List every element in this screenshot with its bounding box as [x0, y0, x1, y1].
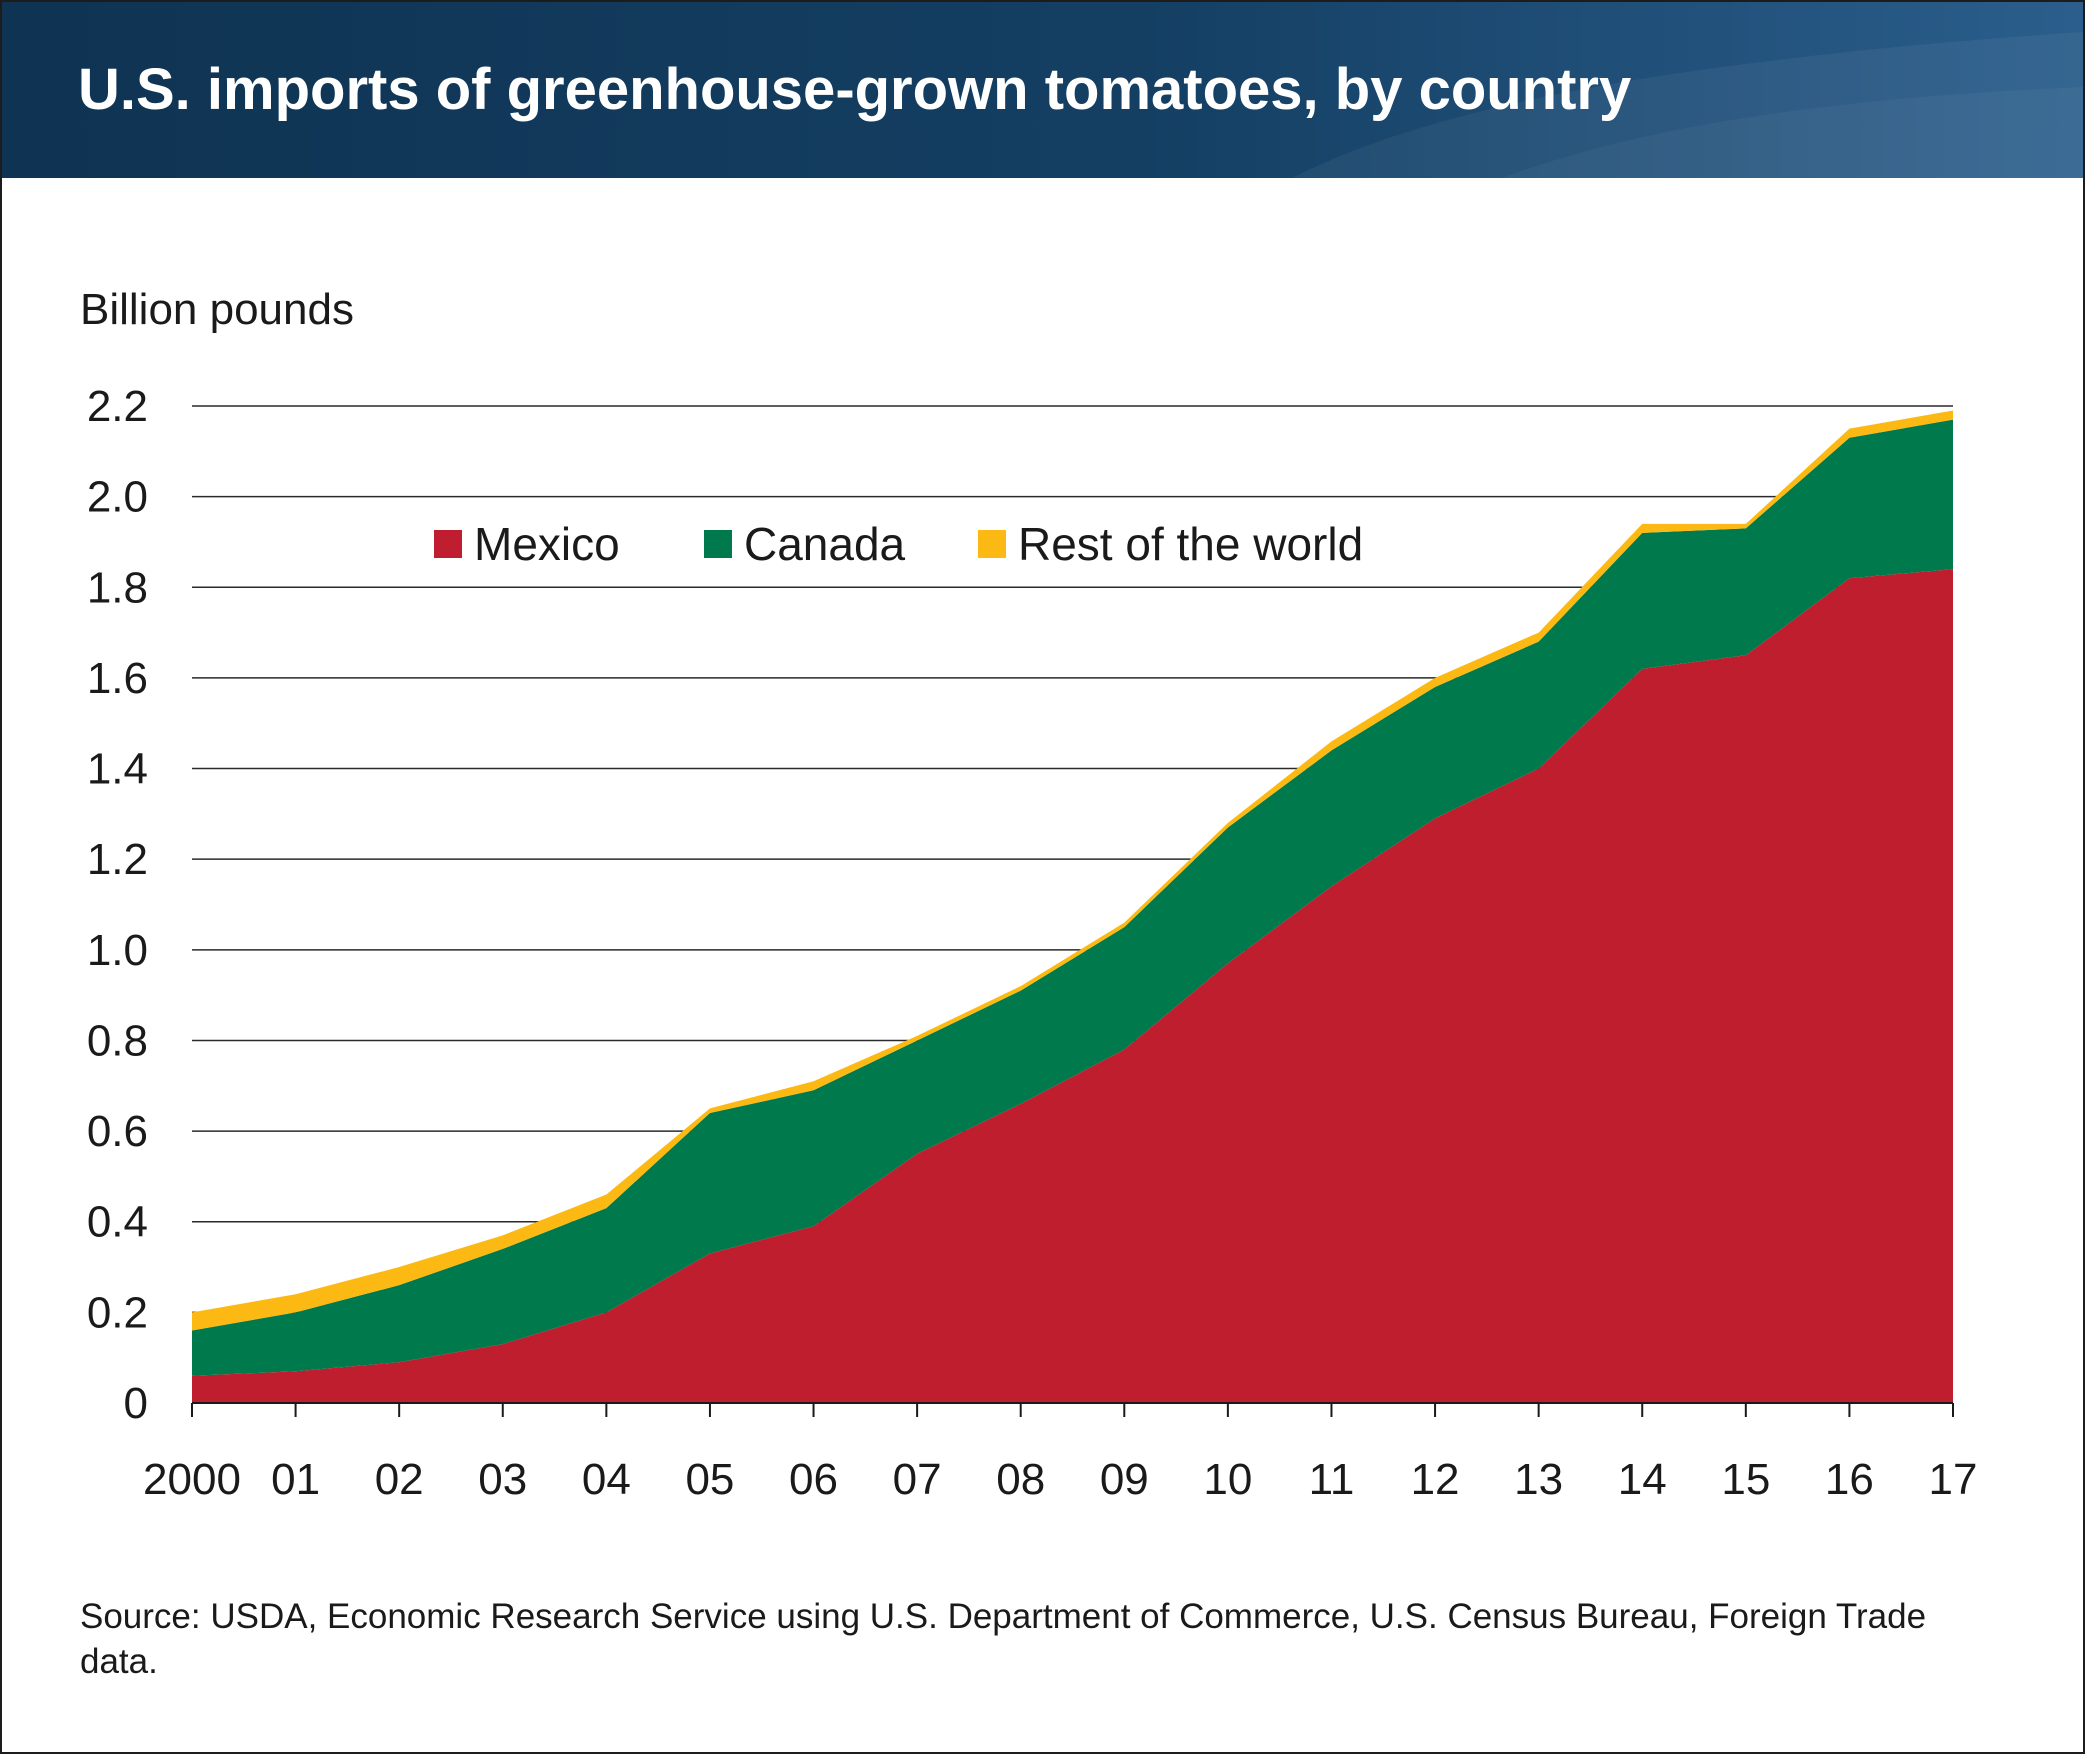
- x-tick-label-04: 04: [582, 1455, 631, 1504]
- y-tick-label-0: 0: [124, 1379, 148, 1428]
- y-tick-label-1-2: 1.2: [87, 835, 148, 884]
- x-tick-label-13: 13: [1514, 1455, 1563, 1504]
- legend-item-canada: Canada: [704, 518, 906, 570]
- x-tick-label-15: 15: [1721, 1455, 1770, 1504]
- x-tick-label-05: 05: [685, 1455, 734, 1504]
- stacked-area-chart: Billion pounds 0 0.2 0.4 0.6 0.8 1.0 1.2 1.4 1.6…: [80, 285, 1977, 1504]
- y-tick-label-2-0: 2.0: [87, 473, 148, 522]
- legend-label-rest-of-the-world: Rest of the world: [1018, 518, 1364, 570]
- y-tick-label-1-6: 1.6: [87, 654, 148, 703]
- legend-label-canada: Canada: [744, 518, 906, 570]
- chart-title: U.S. imports of greenhouse-grown tomatoe…: [78, 57, 1632, 122]
- x-tick-label-10: 10: [1203, 1455, 1252, 1504]
- x-tick-label-02: 02: [375, 1455, 424, 1504]
- legend-item-mexico: Mexico: [434, 518, 620, 570]
- legend-item-rest-of-the-world: Rest of the world: [978, 518, 1364, 570]
- x-tick-label-09: 09: [1100, 1455, 1149, 1504]
- y-tick-label-0-4: 0.4: [87, 1198, 148, 1247]
- y-axis-label: Billion pounds: [80, 285, 354, 334]
- x-tick-label-06: 06: [789, 1455, 838, 1504]
- x-tick-label-08: 08: [996, 1455, 1045, 1504]
- x-tick-label-14: 14: [1618, 1455, 1667, 1504]
- banner-swoosh-decoration: [1292, 32, 2083, 178]
- y-tick-label-2-2: 2.2: [87, 382, 148, 431]
- y-tick-label-1-0: 1.0: [87, 926, 148, 975]
- x-tick-label-11: 11: [1309, 1455, 1355, 1504]
- legend-swatch-rest-of-the-world: [978, 530, 1006, 558]
- x-tick-label-07: 07: [893, 1455, 942, 1504]
- x-tick-label-12: 12: [1411, 1455, 1460, 1504]
- x-tick-label-16: 16: [1825, 1455, 1874, 1504]
- area-mexico: [192, 569, 1953, 1403]
- area-canada: [192, 419, 1953, 1376]
- legend-label-mexico: Mexico: [474, 518, 620, 570]
- y-tick-label-1-4: 1.4: [87, 745, 148, 794]
- y-tick-labels: 0 0.2 0.4 0.6 0.8 1.0 1.2 1.4 1.6 1.8 2.0 2.2: [87, 382, 148, 1428]
- title-banner: U.S. imports of greenhouse-grown tomatoe…: [2, 2, 2083, 178]
- area-series: [192, 410, 1953, 1403]
- axes: [191, 1402, 1954, 1417]
- y-tick-label-1-8: 1.8: [87, 563, 148, 612]
- x-tick-labels: 2000 01 02 03 04 05 06 07 08 09 10 11 12 13 14 15 16 17: [143, 1455, 1977, 1504]
- y-tick-label-0-6: 0.6: [87, 1107, 148, 1156]
- legend-swatch-mexico: [434, 530, 462, 558]
- y-tick-label-0-8: 0.8: [87, 1016, 148, 1065]
- y-tick-label-0-2: 0.2: [87, 1288, 148, 1337]
- x-tick-label-2000: 2000: [143, 1455, 241, 1504]
- x-tick-label-17: 17: [1929, 1455, 1978, 1504]
- x-tick-label-03: 03: [478, 1455, 527, 1504]
- source-note: Source: USDA, Economic Research Service …: [80, 1597, 1927, 1681]
- x-tick-label-01: 01: [271, 1455, 320, 1504]
- legend-swatch-canada: [704, 530, 732, 558]
